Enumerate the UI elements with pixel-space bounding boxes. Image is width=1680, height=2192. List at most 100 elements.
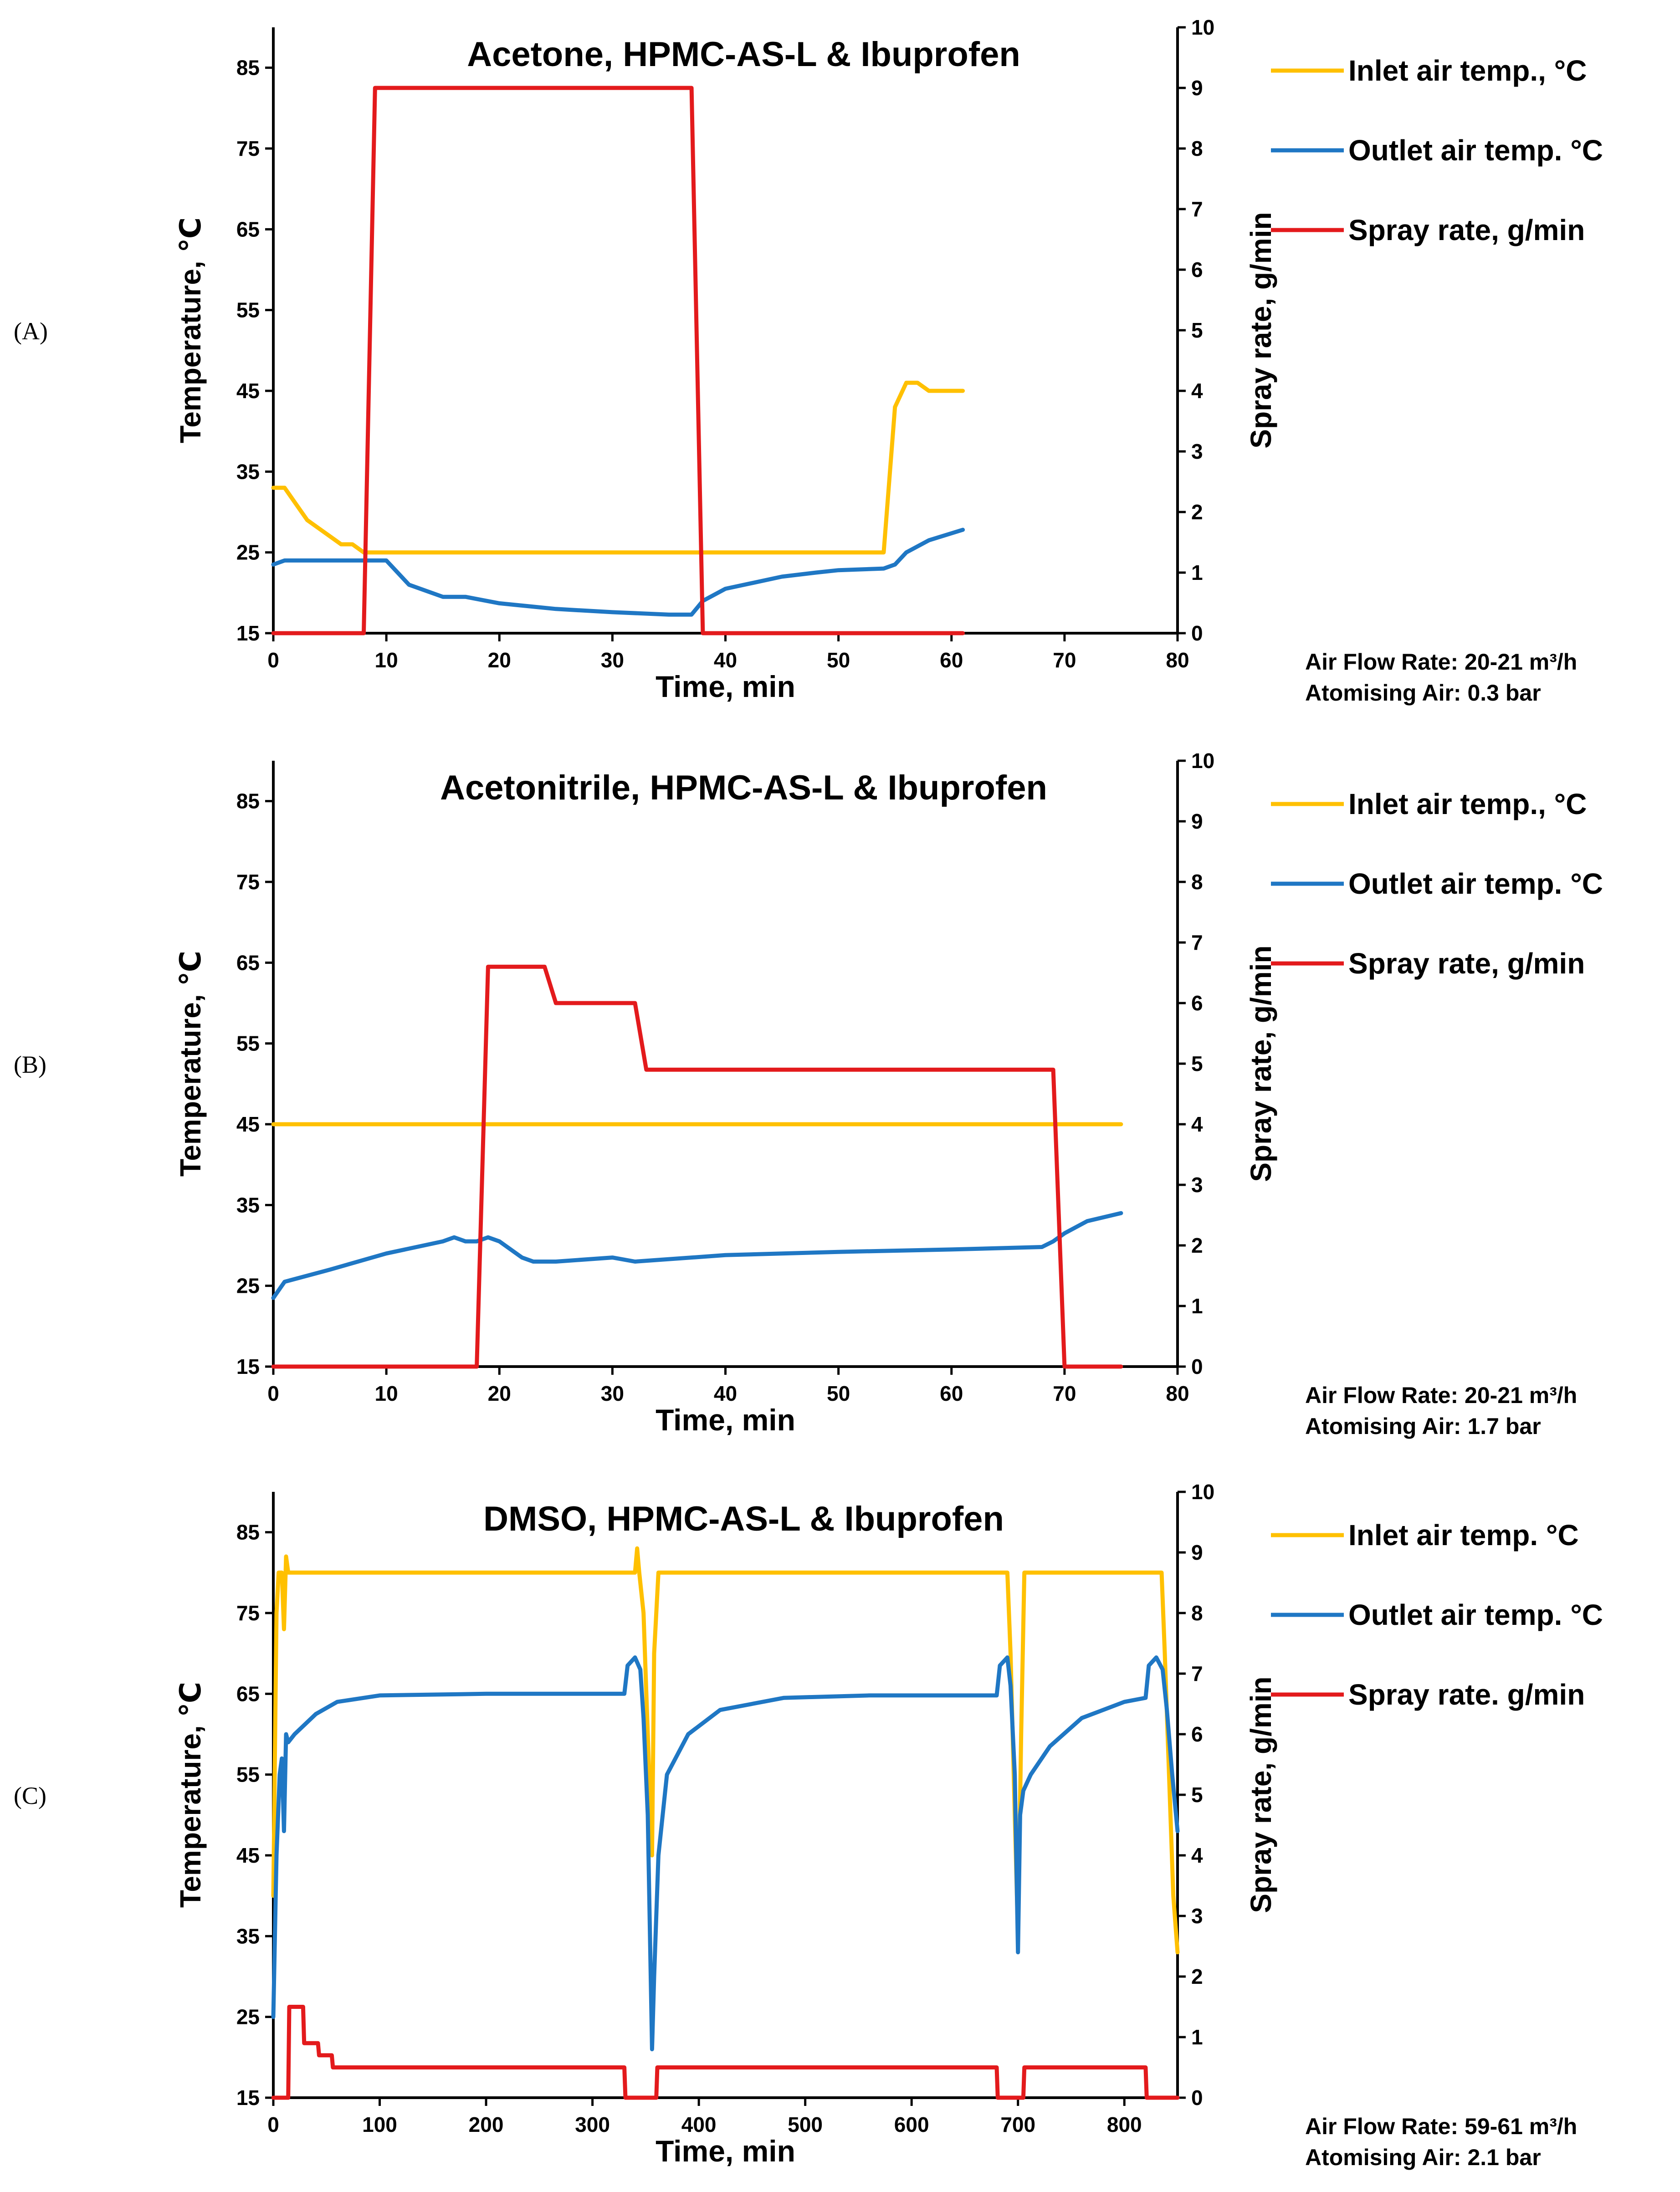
y-tick-label-left: 25 — [236, 1274, 260, 1298]
y-tick-label-left: 45 — [236, 1844, 260, 1867]
x-tick-label: 50 — [827, 648, 850, 672]
y-axis-left-label: Temperature, ℃ — [174, 217, 207, 443]
y-tick-label-right: 4 — [1191, 1112, 1203, 1136]
y-tick-label-left: 25 — [236, 541, 260, 564]
x-tick-label: 60 — [940, 1382, 963, 1405]
y-tick-label-left: 15 — [236, 621, 260, 645]
x-axis-label: Time, min — [656, 670, 795, 703]
x-tick-label: 200 — [469, 2113, 504, 2136]
y-tick-label-left: 45 — [236, 379, 260, 403]
x-tick-label: 600 — [894, 2113, 929, 2136]
y-tick-label-right: 7 — [1191, 1662, 1203, 1685]
x-tick-label: 30 — [601, 1382, 624, 1405]
x-tick-label: 70 — [1053, 648, 1076, 672]
y-tick-label-right: 3 — [1191, 1173, 1203, 1197]
x-tick-label: 800 — [1107, 2113, 1142, 2136]
series-line-inlet — [271, 1546, 1180, 1955]
y-tick-label-right: 7 — [1191, 931, 1203, 954]
legend-label: Outlet air temp. °C — [1348, 867, 1603, 900]
series-line-spray — [271, 964, 1123, 1369]
x-tick-label: 300 — [575, 2113, 610, 2136]
y-tick-label-right: 2 — [1191, 500, 1203, 524]
y-tick-label-right: 0 — [1191, 1355, 1203, 1378]
y-tick-label-left: 75 — [236, 870, 260, 894]
y-tick-label-left: 85 — [236, 56, 260, 80]
x-tick-label: 30 — [601, 648, 624, 672]
y-tick-label-left: 15 — [236, 1355, 260, 1378]
y-tick-label-right: 9 — [1191, 809, 1203, 833]
y-tick-label-left: 15 — [236, 2086, 260, 2110]
note-text: Air Flow Rate: 59-61 m³/h — [1305, 2114, 1577, 2139]
chart-title: Acetone, HPMC-AS-L & Ibuprofen — [467, 35, 1020, 74]
y-tick-label-right: 8 — [1191, 137, 1203, 160]
y-tick-label-left: 35 — [236, 1924, 260, 1948]
chart-title: Acetonitrile, HPMC-AS-L & Ibuprofen — [440, 768, 1047, 807]
y-tick-label-left: 55 — [236, 1763, 260, 1787]
x-tick-label: 40 — [714, 648, 737, 672]
y-tick-label-right: 7 — [1191, 197, 1203, 221]
legend-label: Inlet air temp., °C — [1348, 54, 1587, 87]
y-tick-label-left: 75 — [236, 1601, 260, 1625]
chart-title: DMSO, HPMC-AS-L & Ibuprofen — [483, 1500, 1004, 1538]
x-tick-label: 60 — [940, 648, 963, 672]
x-tick-label: 400 — [681, 2113, 717, 2136]
legend-label: Spray rate. g/min — [1348, 1678, 1585, 1711]
series-line-outlet — [271, 528, 965, 617]
panel-label: (A) — [14, 318, 48, 345]
x-tick-label: 80 — [1166, 1382, 1189, 1405]
x-tick-label: 20 — [488, 1382, 511, 1405]
y-axis-right-label: Spray rate, g/min — [1245, 1676, 1277, 1913]
y-tick-label-right: 1 — [1191, 2025, 1203, 2049]
y-tick-label-right: 6 — [1191, 991, 1203, 1015]
legend-label: Inlet air temp., °C — [1348, 788, 1587, 820]
y-tick-label-right: 5 — [1191, 1052, 1203, 1076]
y-tick-label-left: 85 — [236, 789, 260, 813]
y-tick-label-right: 3 — [1191, 1904, 1203, 1928]
y-tick-label-right: 0 — [1191, 2086, 1203, 2110]
y-tick-label-left: 35 — [236, 1193, 260, 1217]
x-tick-label: 70 — [1053, 1382, 1076, 1405]
y-tick-label-right: 2 — [1191, 1965, 1203, 1988]
x-tick-label: 100 — [362, 2113, 397, 2136]
legend-label: Inlet air temp. °C — [1348, 1519, 1579, 1552]
y-tick-label-right: 9 — [1191, 1541, 1203, 1564]
legend-label: Outlet air temp. °C — [1348, 1598, 1603, 1631]
x-tick-label: 700 — [1000, 2113, 1035, 2136]
panel-label: (C) — [14, 1782, 46, 1809]
x-tick-label: 80 — [1166, 648, 1189, 672]
series-line-spray — [271, 86, 965, 635]
legend-label: Spray rate, g/min — [1348, 214, 1585, 246]
y-tick-label-right: 8 — [1191, 1601, 1203, 1625]
note-text: Air Flow Rate: 20-21 m³/h — [1305, 1383, 1577, 1408]
series-line-outlet — [271, 1655, 1180, 2052]
legend-label: Spray rate, g/min — [1348, 947, 1585, 980]
note-text: Atomising Air: 0.3 bar — [1305, 680, 1541, 706]
y-tick-label-right: 6 — [1191, 1722, 1203, 1746]
x-tick-label: 40 — [714, 1382, 737, 1405]
x-tick-label: 500 — [788, 2113, 823, 2136]
series-line-outlet — [271, 1211, 1123, 1300]
y-tick-label-right: 3 — [1191, 440, 1203, 463]
legend-label: Outlet air temp. °C — [1348, 134, 1603, 167]
chart-panel-3: (C)0 100 200 300 400 500 600 700 800152535455565… — [14, 1480, 1603, 2170]
note-text: Atomising Air: 1.7 bar — [1305, 1414, 1541, 1439]
y-tick-label-right: 4 — [1191, 1844, 1203, 1867]
y-tick-label-right: 6 — [1191, 258, 1203, 282]
chart-panel-2: (B)0 10 20 30 40 50 60 70 8015253545556575850123… — [14, 749, 1603, 1439]
series-line-spray — [271, 2005, 1180, 2100]
y-tick-label-right: 10 — [1191, 15, 1214, 39]
y-tick-label-left: 75 — [236, 137, 260, 160]
x-tick-label: 0 — [267, 2113, 279, 2136]
y-tick-label-right: 8 — [1191, 870, 1203, 894]
x-tick-label: 50 — [827, 1382, 850, 1405]
x-tick-label: 0 — [267, 648, 279, 672]
y-axis-left-label: Temperature, ℃ — [174, 1682, 207, 1908]
x-tick-label: 10 — [375, 1382, 398, 1405]
y-tick-label-left: 35 — [236, 460, 260, 483]
y-tick-label-right: 0 — [1191, 621, 1203, 645]
series-line-inlet — [271, 380, 965, 555]
y-tick-label-right: 10 — [1191, 1480, 1214, 1504]
y-tick-label-left: 45 — [236, 1112, 260, 1136]
y-tick-label-right: 5 — [1191, 318, 1203, 342]
